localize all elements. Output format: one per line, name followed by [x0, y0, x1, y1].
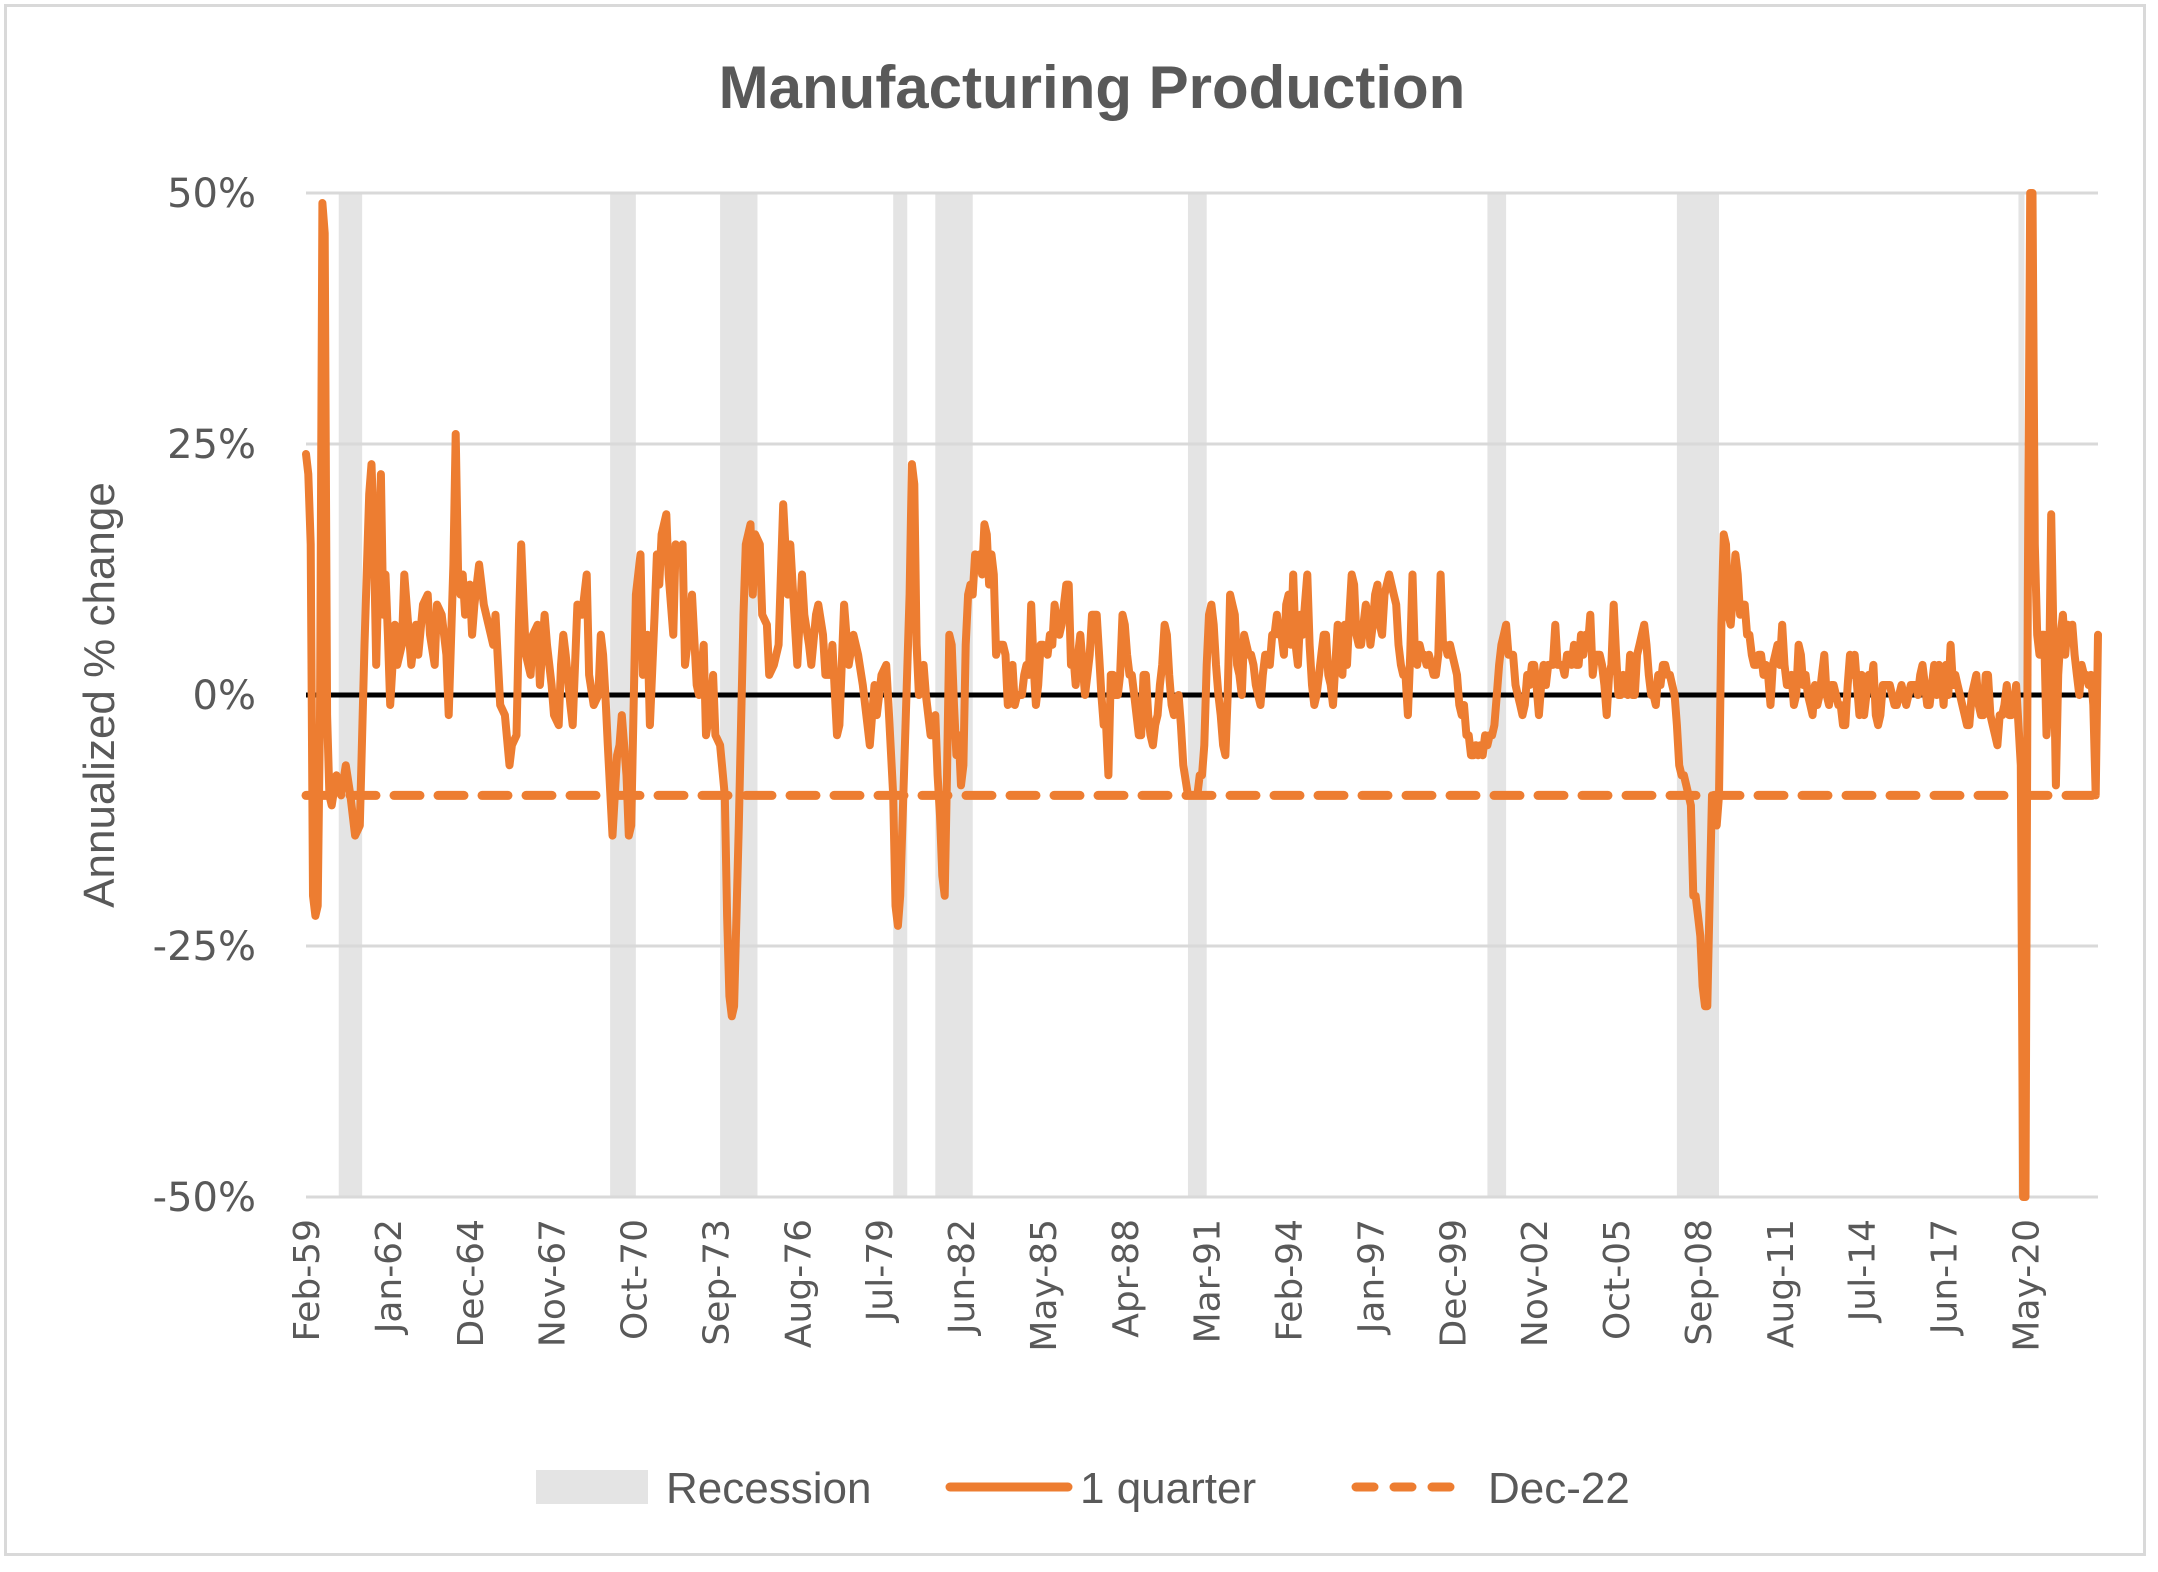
x-tick-label: Nov-02 [1515, 1219, 1556, 1347]
x-tick-label: Nov-67 [533, 1219, 574, 1347]
x-tick-label: Oct-70 [615, 1219, 656, 1340]
y-tick-label: 50% [167, 171, 256, 217]
x-tick-label: Jan-97 [1351, 1219, 1392, 1335]
x-tick-label: Sep-08 [1679, 1219, 1720, 1346]
x-tick-label: Aug-76 [778, 1219, 819, 1348]
series-lines [302, 189, 2102, 1201]
x-tick-label: Jan-62 [369, 1219, 410, 1335]
x-tick-label: Sep-73 [696, 1219, 737, 1346]
x-axis-ticks: Feb-59 Jan-62 Dec-64 Nov-67 Oct-70 Sep-73 Aug-… [287, 1219, 2047, 1352]
y-axis-label: Annualized % change [75, 482, 124, 908]
chart-title: Manufacturing Production [719, 54, 1466, 121]
x-tick-label: Mar-91 [1188, 1219, 1229, 1343]
x-tick-label: May-85 [1024, 1219, 1065, 1352]
x-tick-label: Jul-14 [1843, 1219, 1884, 1323]
x-tick-label: May-20 [2006, 1219, 2047, 1352]
x-tick-label: Oct-05 [1597, 1219, 1638, 1340]
x-tick-label: Dec-99 [1433, 1219, 1474, 1347]
x-tick-label: Dec-64 [451, 1219, 492, 1347]
series-line-1-quarter [302, 189, 2102, 1201]
y-tick-label: -25% [153, 924, 256, 970]
legend-label-dec-22: Dec-22 [1488, 1464, 1630, 1513]
legend-label-recession: Recession [666, 1464, 871, 1513]
x-tick-label: Feb-59 [287, 1219, 328, 1342]
x-tick-label: Feb-94 [1270, 1219, 1311, 1342]
y-tick-label: 25% [167, 422, 256, 468]
x-tick-label: Apr-88 [1106, 1219, 1147, 1338]
y-tick-label: -50% [153, 1175, 256, 1221]
y-tick-label: 0% [193, 673, 256, 719]
legend: Recession 1 quarter Dec-22 [536, 1464, 1630, 1513]
x-tick-label: Jun-17 [1925, 1219, 1966, 1336]
legend-swatch-recession [536, 1470, 648, 1504]
gridlines [306, 191, 2098, 1199]
x-tick-label: Jun-82 [942, 1219, 983, 1336]
y-axis-ticks: 50% 25% 0% -25% -50% [153, 171, 256, 1221]
x-tick-label: Jul-79 [860, 1219, 901, 1323]
legend-label-1-quarter: 1 quarter [1080, 1464, 1256, 1513]
x-tick-label: Aug-11 [1761, 1219, 1802, 1348]
